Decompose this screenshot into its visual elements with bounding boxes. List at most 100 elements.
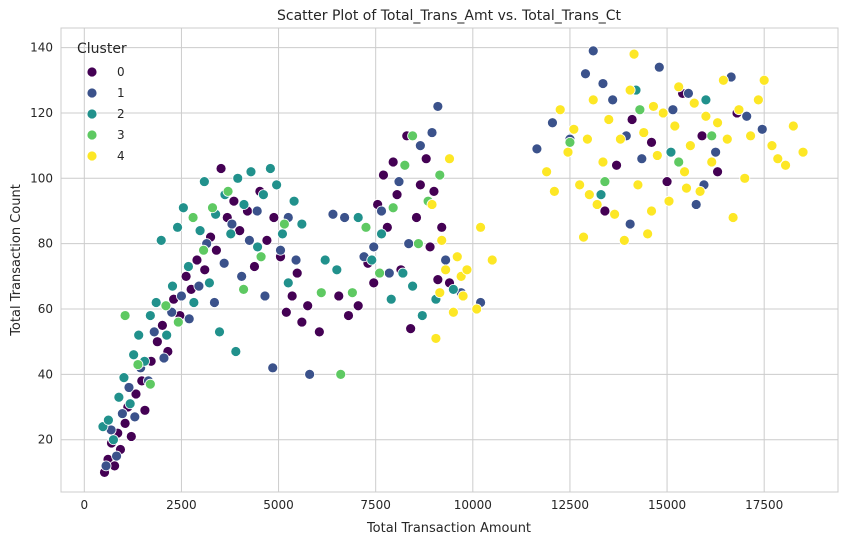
scatter-point-cluster-1	[414, 140, 426, 152]
scatter-point-cluster-4	[603, 114, 615, 125]
scatter-point-cluster-1	[440, 254, 452, 266]
scatter-point-cluster-2	[296, 218, 308, 230]
scatter-point-cluster-2	[232, 172, 244, 184]
scatter-point-cluster-0	[696, 130, 708, 142]
scatter-point-cluster-4	[430, 333, 442, 344]
scatter-point-cluster-0	[191, 254, 203, 266]
legend-label: 2	[117, 107, 125, 121]
scatter-point-cluster-0	[302, 300, 314, 312]
scatter-point-cluster-1	[209, 297, 220, 308]
scatter-point-cluster-3	[673, 156, 685, 168]
scatter-point-cluster-4	[434, 287, 446, 299]
scatter-point-cluster-1	[756, 123, 768, 135]
scatter-point-cluster-4	[591, 199, 603, 210]
y-tick-label: 40	[38, 367, 53, 381]
scatter-point-cluster-4	[609, 208, 621, 220]
scatter-point-cluster-4	[681, 182, 692, 194]
scatter-point-cluster-1	[653, 61, 665, 73]
scatter-point-cluster-4	[733, 104, 745, 116]
scatter-point-cluster-4	[752, 94, 764, 106]
y-tick-label: 60	[38, 302, 53, 316]
legend-marker	[86, 66, 98, 78]
scatter-point-cluster-2	[118, 372, 130, 384]
scatter-point-cluster-4	[739, 172, 751, 184]
scatter-point-cluster-4	[628, 48, 640, 60]
scatter-point-cluster-3	[315, 287, 327, 299]
scatter-point-cluster-4	[587, 94, 599, 106]
scatter-point-cluster-2	[416, 310, 428, 321]
scatter-point-cluster-3	[346, 287, 358, 299]
scatter-point-cluster-1	[383, 267, 395, 279]
scatter-point-cluster-1	[741, 110, 753, 122]
scatter-point-cluster-1	[547, 117, 558, 129]
scatter-point-cluster-2	[230, 346, 242, 357]
scatter-point-cluster-4	[444, 153, 455, 165]
grid	[61, 28, 838, 492]
legend-label: 3	[117, 128, 125, 142]
scatter-point-cluster-3	[187, 212, 199, 223]
scatter-point-cluster-1	[607, 94, 619, 106]
scatter-point-cluster-3	[207, 202, 218, 214]
scatter-point-cluster-2	[252, 241, 263, 253]
scatter-point-cluster-0	[291, 267, 303, 279]
scatter-point-cluster-1	[158, 352, 170, 364]
scatter-point-cluster-4	[541, 166, 553, 178]
legend-label: 1	[117, 86, 125, 100]
scatter-point-cluster-1	[624, 218, 636, 230]
scatter-point-cluster-3	[387, 202, 399, 214]
scatter-point-cluster-4	[618, 234, 630, 246]
scatter-point-cluster-2	[700, 94, 712, 106]
scatter-point-cluster-2	[113, 391, 125, 403]
scatter-point-cluster-4	[712, 117, 723, 129]
scatter-point-cluster-1	[597, 78, 609, 89]
scatter-point-cluster-0	[215, 163, 227, 174]
scatter-point-cluster-4	[646, 205, 657, 217]
scatter-point-cluster-2	[155, 234, 167, 246]
scatter-point-cluster-1	[148, 326, 160, 338]
scatter-point-cluster-0	[151, 336, 163, 348]
scatter-point-cluster-4	[745, 130, 756, 142]
scatter-point-cluster-2	[194, 225, 206, 236]
scatter-point-cluster-2	[665, 146, 677, 158]
scatter-point-cluster-0	[387, 156, 399, 168]
scatter-point-cluster-4	[436, 234, 448, 246]
scatter-point-cluster-4	[624, 84, 636, 96]
x-tick-label: 12500	[551, 498, 589, 512]
scatter-point-cluster-1	[683, 87, 694, 99]
scatter-point-cluster-4	[706, 156, 718, 168]
scatter-point-cluster-2	[331, 264, 343, 276]
scatter-point-cluster-4	[772, 153, 784, 165]
scatter-point-cluster-0	[280, 306, 292, 318]
scatter-point-cluster-0	[414, 179, 426, 191]
scatter-point-cluster-4	[787, 120, 799, 132]
scatter-point-cluster-1	[531, 143, 543, 155]
scatter-point-cluster-4	[721, 133, 733, 145]
scatter-point-cluster-4	[684, 140, 696, 152]
legend-label: 0	[117, 65, 125, 79]
scatter-point-cluster-4	[451, 251, 463, 263]
scatter-point-cluster-1	[236, 270, 248, 282]
scatter-point-cluster-0	[180, 270, 192, 282]
y-tick-label: 80	[38, 237, 53, 251]
legend-marker	[86, 129, 98, 141]
scatter-point-cluster-3	[335, 368, 347, 380]
scatter-point-cluster-2	[188, 297, 200, 308]
scatter-point-cluster-2	[288, 195, 300, 207]
scatter-point-cluster-1	[304, 368, 316, 380]
legend-marker	[86, 87, 98, 99]
scatter-point-cluster-2	[397, 267, 409, 279]
scatter-point-cluster-0	[405, 323, 417, 335]
y-tick-label: 140	[30, 41, 53, 55]
scatter-point-cluster-1	[111, 450, 122, 462]
legend-title: Cluster	[77, 41, 127, 57]
scatter-point-cluster-4	[669, 120, 681, 132]
scatter-point-cluster-1	[226, 218, 238, 230]
scatter-point-cluster-0	[228, 195, 240, 207]
scatter-point-cluster-2	[385, 293, 397, 305]
x-axis-label: Total Transaction Amount	[366, 521, 531, 536]
scatter-point-cluster-4	[673, 81, 685, 93]
scatter-point-cluster-0	[432, 274, 444, 286]
scatter-point-cluster-4	[648, 101, 659, 112]
scatter-point-cluster-0	[420, 153, 432, 165]
scatter-point-cluster-3	[374, 267, 385, 279]
